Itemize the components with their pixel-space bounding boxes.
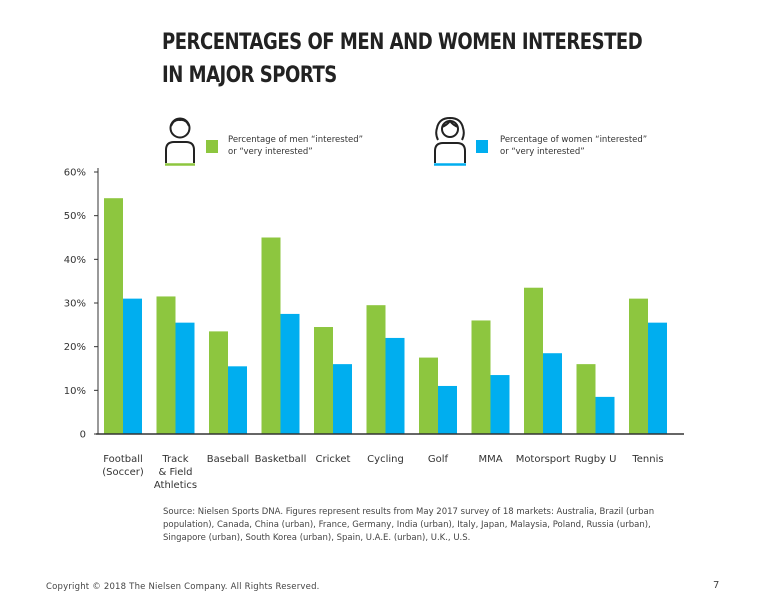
x-tick-label: Cricket [316,454,351,465]
bar-women [123,298,142,434]
x-tick-label-line: Baseball [207,454,249,465]
bar-women [595,396,615,434]
bar-women [543,353,562,434]
y-tick-label: 60% [64,168,86,179]
bar-men [314,327,333,434]
bar-chart: 0 10% 20% 30% 40% 50% 60% Football (Soccer) Track… [64,168,684,491]
x-tick-label-line: MMA [478,454,502,465]
x-tick-label: Motorsport [516,454,571,465]
bar-women [490,375,510,434]
title-line-1: PERCENTAGES OF MEN AND WOMEN INTERESTED [162,30,643,55]
x-tick-label-line: & Field [158,467,192,478]
bar-women [438,385,457,434]
source-line: Source: Nielsen Sports DNA. Figures repr… [163,507,655,517]
y-tick-label: 0 [80,430,86,441]
y-tick-label: 10% [64,386,86,397]
man-icon [165,117,195,166]
x-tick-label-line: Tennis [631,454,663,465]
bar-women [648,322,667,434]
x-tick-label-line: Cycling [367,454,404,465]
x-tick-label: Football (Soccer) [102,454,144,478]
legend-women-line-1: Percentage of women “interested” [500,135,648,145]
x-tick-label-line: Basketball [255,454,307,465]
bar-men [209,331,228,434]
x-tick-label-line: Track [161,454,188,465]
legend-women-line-2: or “very interested” [500,147,585,157]
y-tick-label: 40% [64,255,86,266]
page-number: 7 [713,580,720,591]
bar-women [228,366,247,434]
bar-men [366,305,386,434]
bar-men [261,237,281,434]
x-tick-label-line: (Soccer) [102,467,144,478]
bar-men [629,298,648,434]
x-tick-label: Golf [428,454,449,465]
legend-swatch-women [476,140,488,153]
bar-men [524,287,543,434]
title-line-2: IN MAJOR SPORTS [162,63,337,88]
x-tick-label: Tennis [631,454,663,465]
legend-label-women: Percentage of women “interested” or “ver… [500,134,700,158]
x-tick-label: Track & Field Athletics [154,454,197,491]
x-tick-label-line: Athletics [154,480,197,491]
bar-men [104,198,123,434]
source-line: population), Canada, China (urban), Fran… [163,520,651,530]
woman-icon [434,116,466,166]
bar-women [333,364,352,434]
x-tick-label-line: Football [103,454,143,465]
x-tick-label-line: Golf [428,454,449,465]
x-tick-label: Baseball [207,454,249,465]
legend-men-line-2: or “very interested” [228,147,313,157]
x-tick-label: Rugby U [575,454,617,465]
source-line: Singapore (urban), South Korea (urban), … [163,533,471,543]
x-tick-label-line: Motorsport [516,454,571,465]
y-tick-label: 50% [64,211,86,222]
x-tick-label: Basketball [255,454,307,465]
y-tick-label: 20% [64,342,86,353]
x-tick-label-line: Cricket [316,454,351,465]
bar-men [419,357,438,434]
x-tick-label: MMA [478,454,502,465]
x-tick-label-line: Rugby U [575,454,617,465]
legend-men-line-1: Percentage of men “interested” [228,135,364,145]
bar-men [576,364,596,434]
bar-women [385,337,405,434]
legend-label-men: Percentage of men “interested” or “very … [228,134,428,158]
page-title: PERCENTAGES OF MEN AND WOMEN INTERESTED … [162,26,643,92]
y-tick-label: 30% [64,299,86,310]
legend-swatch-men [206,140,218,153]
bar-women [175,322,195,434]
bar-men [471,320,491,434]
copyright-footer: Copyright © 2018 The Nielsen Company. Al… [46,582,320,592]
source-note: Source: Nielsen Sports DNA. Figures repr… [163,506,693,545]
bar-men [156,296,176,434]
bar-women [280,313,300,434]
x-tick-label: Cycling [367,454,404,465]
